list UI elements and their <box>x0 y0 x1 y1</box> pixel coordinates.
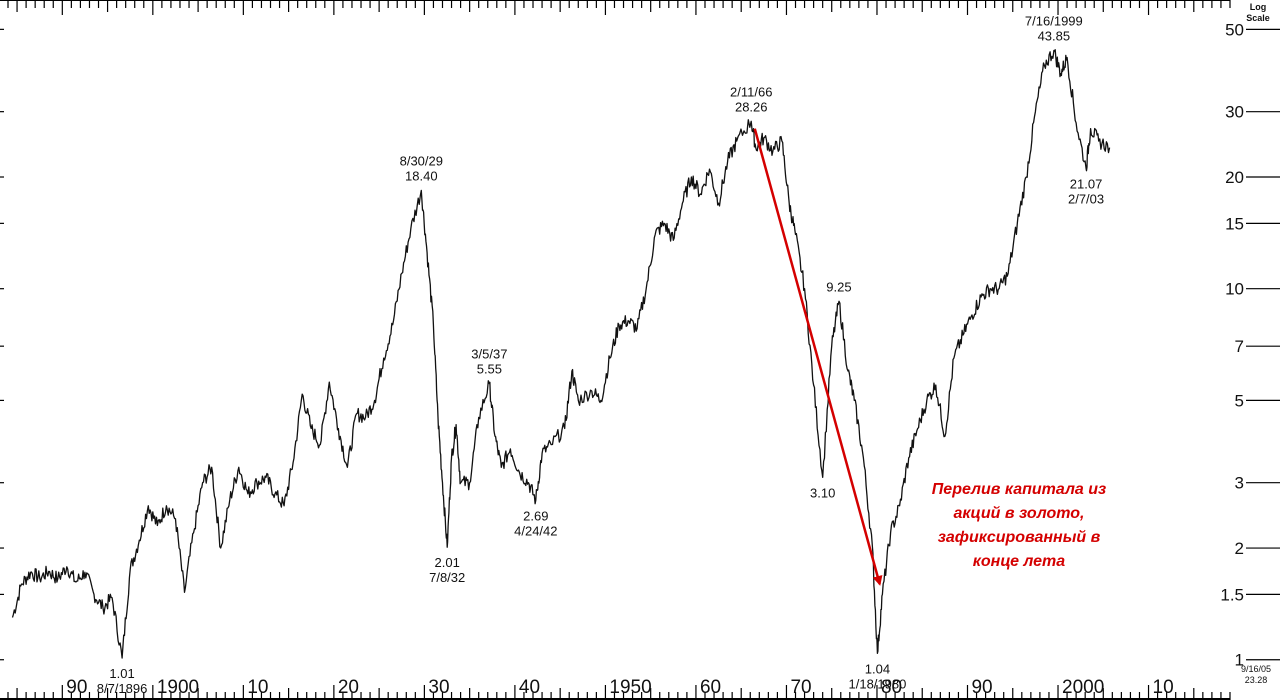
log-scale-label-line1: Log <box>1250 2 1267 12</box>
callout-text-line: конце лета <box>973 553 1065 570</box>
y-tick-label: 2 <box>1235 539 1244 558</box>
y-tick-label: 3 <box>1235 474 1244 493</box>
x-tick-label: 40 <box>519 677 540 698</box>
annotation-label: 4/24/42 <box>514 523 557 538</box>
y-tick-label: 50 <box>1225 20 1244 39</box>
x-tick-label: 10 <box>247 677 268 698</box>
annotation-label: 1/18/1980 <box>849 676 907 691</box>
series-layer <box>11 49 1111 659</box>
callout-arrow <box>753 128 883 586</box>
x-tick-label: 20 <box>338 677 359 698</box>
x-tick-label: 2000 <box>1062 677 1104 698</box>
x-tick-label: 90 <box>66 677 87 698</box>
annotation-label: 7/16/1999 <box>1025 14 1083 29</box>
annotation-label: 5.55 <box>477 362 502 377</box>
x-tick-label: 10 <box>1153 677 1174 698</box>
x-tick-label: 70 <box>790 677 811 698</box>
annotation-label: 1.04 <box>865 661 890 676</box>
callout-text-line: зафиксированный в <box>938 529 1101 546</box>
x-tick-label: 80 <box>881 677 902 698</box>
y-tick-label: 5 <box>1235 391 1244 410</box>
annotation-label: 21.07 <box>1070 177 1103 192</box>
annotation-label: 2/11/66 <box>730 84 772 99</box>
annotation-label: 8/7/1896 <box>97 681 148 696</box>
y-tick-label: 10 <box>1225 280 1244 299</box>
log-scale-label-line2: Scale <box>1246 13 1270 23</box>
y-axis: 50 30 20 15 10 7 5 3 2 1.5 1 <box>0 20 1280 670</box>
annotation-label: 8/30/29 <box>400 153 443 168</box>
x-tick-label: 1900 <box>157 677 199 698</box>
date-stamp-line2: 23.28 <box>1245 675 1268 685</box>
callout: Перелив капитала из акций в золото, зафикс… <box>753 128 1106 586</box>
annotation-label: 28.26 <box>735 99 768 114</box>
y-tick-label: 30 <box>1225 103 1244 122</box>
annotation-label: 3.10 <box>810 485 835 500</box>
annotation-label: 9.25 <box>826 279 851 294</box>
y-tick-label: 7 <box>1235 337 1244 356</box>
annotation-label: 3/5/37 <box>471 347 507 362</box>
x-tick-label: 90 <box>971 677 992 698</box>
annotation-label: 18.40 <box>405 168 438 183</box>
date-stamp-line1: 9/16/05 <box>1241 664 1271 674</box>
callout-text-line: акций в золото, <box>954 505 1085 522</box>
axes-frame <box>0 0 1231 700</box>
y-tick-label: 20 <box>1225 168 1244 187</box>
y-tick-label: 15 <box>1225 214 1244 233</box>
annotation-label: 2/7/03 <box>1068 192 1104 207</box>
x-axis: 90 1900 10 20 30 40 1950 60 70 80 90 2000 10 <box>66 677 1173 698</box>
y-tick-label: 1.5 <box>1220 585 1244 604</box>
x-tick-label: 30 <box>428 677 449 698</box>
annotation-label: 2.69 <box>523 508 548 523</box>
ratio-series-line <box>11 49 1111 659</box>
callout-text-line: Перелив капитала из <box>932 481 1106 498</box>
annotation-label: 43.85 <box>1038 29 1071 44</box>
annotation-label: 1.01 <box>109 666 134 681</box>
annotation-label: 2.01 <box>435 555 460 570</box>
annotation-label: 7/8/32 <box>429 570 465 585</box>
y-tick-label: 1 <box>1235 651 1244 670</box>
x-tick-label: 60 <box>700 677 721 698</box>
x-tick-label: 1950 <box>609 677 651 698</box>
